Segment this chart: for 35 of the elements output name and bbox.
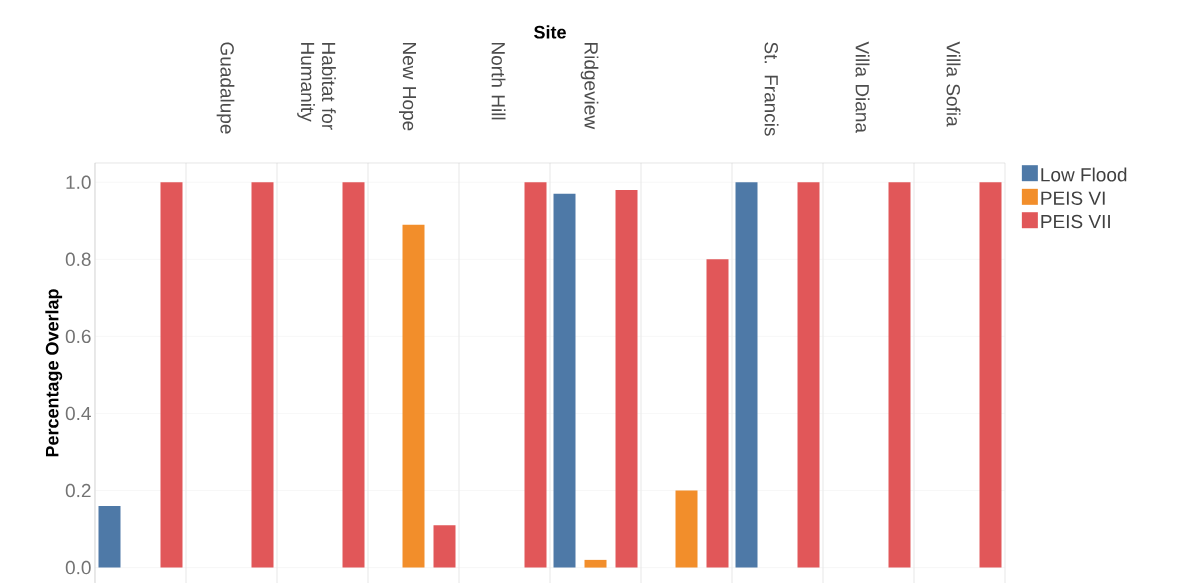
y-tick-label: 0.2 [65,483,91,498]
bar [342,182,365,568]
y-tick-label: 0.4 [65,406,91,421]
bar [735,182,758,568]
y-axis-title: Percentage Overlap [45,289,63,457]
x-tick-label: Villa Diana [855,41,870,133]
bar [160,182,183,568]
x-tick-label: Guadalupe [216,42,235,134]
bar [433,525,456,568]
legend-label: PEIS VII [1041,214,1110,229]
x-tick-label: Habitat for Humanity [297,43,336,130]
bar [402,224,425,568]
bar [584,559,607,568]
x-tick-label: Ridgeview [580,43,599,130]
bar [675,490,698,568]
bar [615,189,638,568]
y-tick-label: 0.6 [65,329,91,344]
bar [797,182,820,568]
x-tick-label: Villa Sofia [946,41,961,127]
bar [251,182,274,568]
bar [888,182,911,568]
bar [524,182,547,568]
bar [553,193,576,568]
y-tick-label: 0.0 [65,560,91,575]
y-tick-label: 1.0 [66,175,91,189]
bar [979,182,1002,568]
bar [98,505,121,568]
bar [706,259,729,568]
x-tick-label: North Hill [491,43,506,120]
x-tick-label: St. Francis [764,42,779,136]
y-tick-label: 0.8 [65,252,91,267]
x-axis-title: Site [534,25,566,39]
legend-label: PEIS VI [1041,191,1105,205]
legend-label: Low Flood [1041,167,1127,182]
x-tick-label: New Hope [399,43,416,131]
